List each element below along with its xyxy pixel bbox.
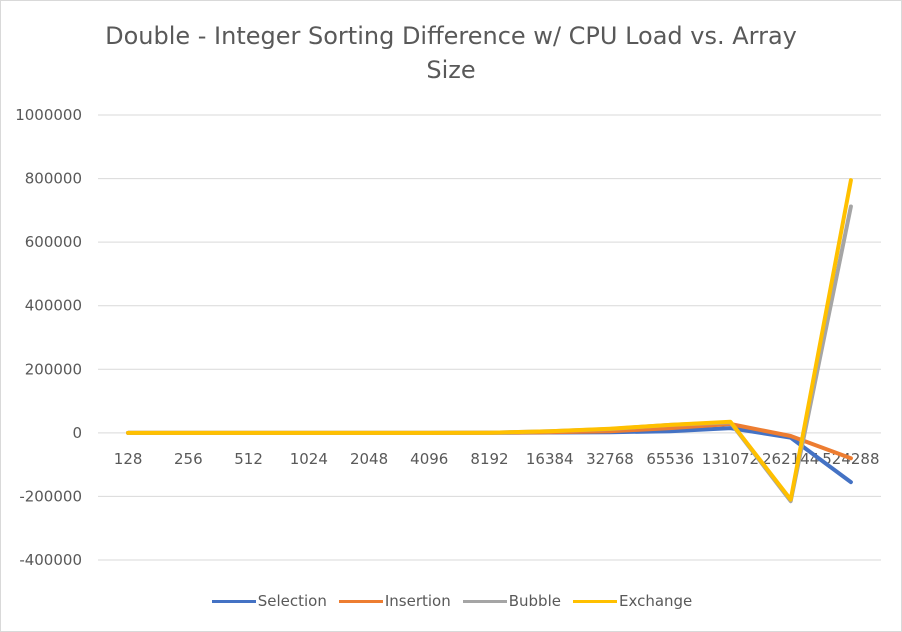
x-tick-label: 65536 bbox=[646, 450, 694, 468]
legend-label: Exchange bbox=[618, 592, 693, 610]
chart-title: Double - Integer Sorting Difference w/ C… bbox=[105, 22, 797, 84]
y-tick-label: 600000 bbox=[25, 233, 82, 251]
legend-item-exchange: Exchange bbox=[572, 592, 693, 610]
x-tick-label: 128 bbox=[114, 450, 143, 468]
legend-swatch bbox=[211, 599, 256, 603]
legend-item-insertion: Insertion bbox=[338, 592, 451, 610]
x-tick-label: 256 bbox=[174, 450, 203, 468]
legend-item-selection: Selection bbox=[211, 592, 327, 610]
x-tick-label: 8192 bbox=[470, 450, 508, 468]
y-tick-label: 0 bbox=[72, 424, 82, 442]
x-tick-label: 16384 bbox=[526, 450, 574, 468]
legend-label: Insertion bbox=[384, 592, 451, 610]
legend-item-bubble: Bubble bbox=[462, 592, 561, 610]
legend: Selection Insertion Bubble Exchange bbox=[1, 590, 902, 612]
legend-label: Selection bbox=[257, 592, 327, 610]
y-tick-label: 1000000 bbox=[15, 106, 82, 124]
x-tick-label: 512 bbox=[234, 450, 263, 468]
y-tick-label: -400000 bbox=[19, 551, 82, 569]
legend-swatch bbox=[572, 599, 617, 603]
y-tick-label: 800000 bbox=[25, 170, 82, 188]
y-tick-label: 200000 bbox=[25, 360, 82, 378]
x-tick-label: 131072 bbox=[702, 450, 759, 468]
legend-swatch bbox=[462, 599, 507, 603]
y-tick-label: -200000 bbox=[19, 487, 82, 505]
y-tick-label: 400000 bbox=[25, 297, 82, 315]
x-tick-label: 262144 bbox=[762, 450, 819, 468]
legend-label: Bubble bbox=[508, 592, 561, 610]
x-tick-label: 32768 bbox=[586, 450, 634, 468]
x-tick-label: 4096 bbox=[410, 450, 448, 468]
x-tick-label: 1024 bbox=[290, 450, 328, 468]
x-tick-label: 2048 bbox=[350, 450, 388, 468]
legend-swatch bbox=[338, 599, 383, 603]
series-line-exchange bbox=[126, 178, 853, 502]
